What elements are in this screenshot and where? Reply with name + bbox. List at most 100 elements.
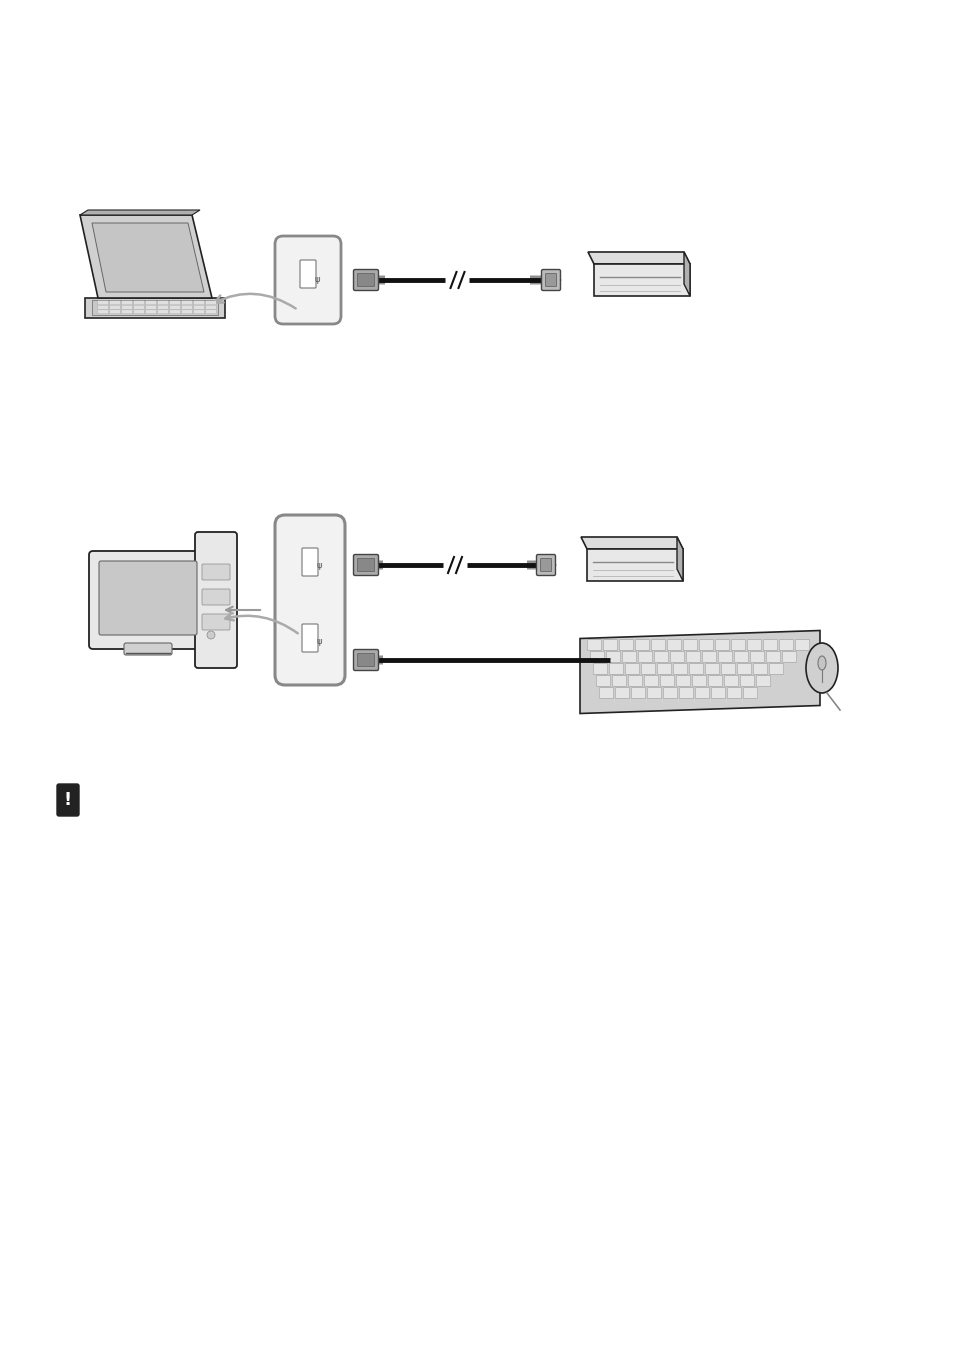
FancyBboxPatch shape bbox=[704, 663, 720, 674]
FancyBboxPatch shape bbox=[133, 301, 144, 305]
FancyBboxPatch shape bbox=[206, 309, 216, 313]
FancyBboxPatch shape bbox=[354, 554, 378, 576]
FancyBboxPatch shape bbox=[157, 301, 168, 305]
FancyBboxPatch shape bbox=[737, 663, 751, 674]
FancyBboxPatch shape bbox=[651, 640, 665, 650]
FancyBboxPatch shape bbox=[638, 652, 652, 662]
FancyBboxPatch shape bbox=[536, 554, 555, 576]
FancyBboxPatch shape bbox=[695, 687, 709, 698]
FancyBboxPatch shape bbox=[110, 309, 120, 313]
Text: ψ: ψ bbox=[314, 274, 319, 284]
FancyBboxPatch shape bbox=[170, 309, 180, 313]
Polygon shape bbox=[80, 210, 200, 215]
FancyBboxPatch shape bbox=[206, 305, 216, 309]
FancyBboxPatch shape bbox=[701, 652, 716, 662]
FancyBboxPatch shape bbox=[133, 305, 144, 309]
FancyBboxPatch shape bbox=[110, 301, 120, 305]
FancyBboxPatch shape bbox=[707, 675, 722, 686]
FancyBboxPatch shape bbox=[354, 269, 378, 291]
FancyBboxPatch shape bbox=[587, 640, 601, 650]
FancyBboxPatch shape bbox=[682, 640, 697, 650]
FancyBboxPatch shape bbox=[202, 564, 230, 580]
FancyBboxPatch shape bbox=[122, 305, 132, 309]
FancyBboxPatch shape bbox=[357, 558, 375, 572]
FancyBboxPatch shape bbox=[302, 547, 317, 576]
FancyBboxPatch shape bbox=[157, 309, 168, 313]
Polygon shape bbox=[677, 537, 682, 581]
FancyBboxPatch shape bbox=[676, 675, 690, 686]
FancyBboxPatch shape bbox=[99, 561, 196, 635]
Polygon shape bbox=[91, 300, 218, 315]
FancyBboxPatch shape bbox=[730, 640, 745, 650]
FancyBboxPatch shape bbox=[720, 663, 735, 674]
Ellipse shape bbox=[805, 643, 837, 693]
FancyBboxPatch shape bbox=[756, 675, 770, 686]
FancyBboxPatch shape bbox=[545, 273, 556, 286]
FancyBboxPatch shape bbox=[723, 675, 738, 686]
FancyBboxPatch shape bbox=[768, 663, 783, 674]
Polygon shape bbox=[353, 270, 385, 289]
Text: ψ: ψ bbox=[315, 561, 321, 570]
FancyBboxPatch shape bbox=[749, 652, 764, 662]
FancyBboxPatch shape bbox=[781, 652, 796, 662]
FancyBboxPatch shape bbox=[765, 652, 780, 662]
FancyBboxPatch shape bbox=[89, 551, 207, 650]
FancyBboxPatch shape bbox=[762, 640, 777, 650]
FancyBboxPatch shape bbox=[181, 309, 193, 313]
FancyBboxPatch shape bbox=[97, 301, 109, 305]
FancyBboxPatch shape bbox=[615, 687, 629, 698]
FancyBboxPatch shape bbox=[710, 687, 725, 698]
FancyBboxPatch shape bbox=[670, 652, 684, 662]
FancyBboxPatch shape bbox=[646, 687, 661, 698]
FancyBboxPatch shape bbox=[146, 301, 156, 305]
FancyBboxPatch shape bbox=[181, 305, 193, 309]
FancyBboxPatch shape bbox=[659, 675, 674, 686]
FancyBboxPatch shape bbox=[97, 305, 109, 309]
FancyBboxPatch shape bbox=[274, 235, 340, 324]
FancyBboxPatch shape bbox=[202, 589, 230, 605]
FancyBboxPatch shape bbox=[110, 305, 120, 309]
FancyBboxPatch shape bbox=[357, 654, 375, 667]
FancyBboxPatch shape bbox=[157, 305, 168, 309]
FancyBboxPatch shape bbox=[746, 640, 761, 650]
FancyBboxPatch shape bbox=[631, 687, 645, 698]
FancyBboxPatch shape bbox=[124, 643, 172, 655]
FancyBboxPatch shape bbox=[170, 305, 180, 309]
FancyBboxPatch shape bbox=[666, 640, 681, 650]
Polygon shape bbox=[683, 252, 689, 296]
FancyBboxPatch shape bbox=[206, 301, 216, 305]
Polygon shape bbox=[586, 549, 682, 581]
FancyBboxPatch shape bbox=[612, 675, 626, 686]
FancyBboxPatch shape bbox=[734, 652, 748, 662]
FancyBboxPatch shape bbox=[621, 652, 637, 662]
FancyBboxPatch shape bbox=[146, 309, 156, 313]
Polygon shape bbox=[587, 252, 689, 264]
Polygon shape bbox=[579, 631, 820, 713]
Text: !: ! bbox=[64, 791, 72, 808]
FancyBboxPatch shape bbox=[274, 515, 345, 685]
Polygon shape bbox=[91, 223, 204, 292]
Polygon shape bbox=[80, 215, 212, 299]
FancyBboxPatch shape bbox=[540, 558, 551, 572]
Text: ψ: ψ bbox=[315, 638, 321, 647]
FancyBboxPatch shape bbox=[609, 663, 623, 674]
FancyBboxPatch shape bbox=[598, 687, 613, 698]
FancyBboxPatch shape bbox=[643, 675, 659, 686]
FancyBboxPatch shape bbox=[685, 652, 700, 662]
FancyBboxPatch shape bbox=[170, 301, 180, 305]
FancyBboxPatch shape bbox=[193, 309, 204, 313]
FancyBboxPatch shape bbox=[742, 687, 757, 698]
Polygon shape bbox=[526, 555, 557, 574]
FancyBboxPatch shape bbox=[194, 533, 236, 668]
Polygon shape bbox=[353, 555, 382, 574]
FancyBboxPatch shape bbox=[302, 624, 317, 652]
FancyBboxPatch shape bbox=[673, 663, 687, 674]
FancyBboxPatch shape bbox=[146, 305, 156, 309]
FancyBboxPatch shape bbox=[657, 663, 671, 674]
FancyBboxPatch shape bbox=[357, 273, 375, 286]
FancyBboxPatch shape bbox=[193, 305, 204, 309]
Ellipse shape bbox=[207, 631, 214, 639]
FancyBboxPatch shape bbox=[193, 301, 204, 305]
FancyBboxPatch shape bbox=[740, 675, 754, 686]
FancyBboxPatch shape bbox=[97, 309, 109, 313]
